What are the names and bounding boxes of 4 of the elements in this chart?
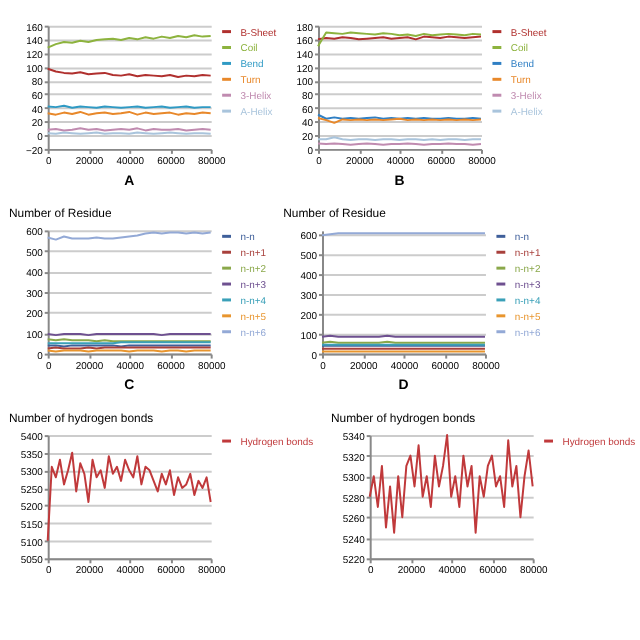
line-series (368, 434, 534, 534)
line-series (317, 31, 482, 48)
line-series (46, 451, 212, 542)
line-series (46, 34, 212, 49)
